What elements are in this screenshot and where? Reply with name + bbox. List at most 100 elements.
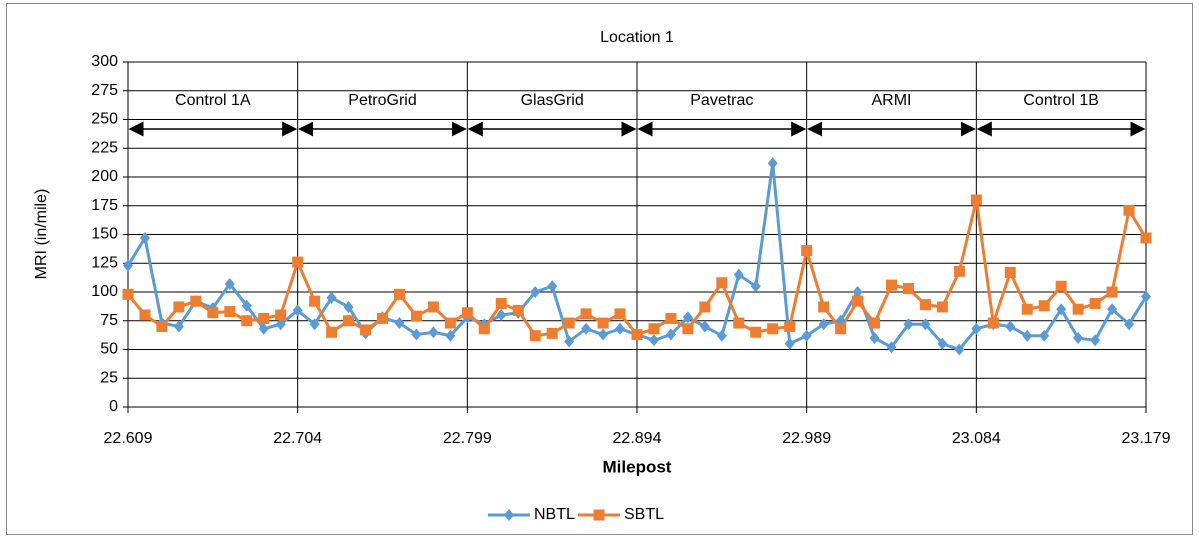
marker	[1123, 204, 1135, 216]
marker	[173, 320, 184, 333]
marker	[699, 301, 711, 313]
section-label: ARMI	[872, 92, 912, 109]
marker	[682, 311, 693, 324]
marker	[224, 277, 235, 290]
marker	[343, 315, 355, 327]
marker	[275, 318, 286, 331]
marker	[936, 301, 948, 313]
section-label: PetroGrid	[348, 92, 416, 109]
marker	[309, 318, 320, 331]
y-tick-label: 175	[91, 197, 118, 214]
marker	[784, 337, 795, 350]
marker	[1107, 303, 1118, 316]
marker	[631, 329, 643, 341]
marker	[292, 304, 303, 317]
marker	[801, 245, 813, 257]
marker	[275, 309, 287, 321]
section-label: Control 1B	[1023, 92, 1099, 109]
marker	[733, 268, 744, 281]
marker	[750, 326, 762, 338]
marker	[1021, 303, 1033, 315]
marker	[139, 309, 151, 321]
marker	[478, 323, 490, 335]
marker	[615, 322, 626, 335]
marker	[648, 334, 659, 347]
y-tick-label: 0	[109, 398, 118, 415]
section-label: Pavetrac	[690, 92, 753, 109]
marker	[1141, 290, 1151, 303]
marker	[987, 317, 999, 329]
marker	[123, 259, 133, 272]
marker	[156, 321, 168, 332]
marker	[546, 327, 558, 339]
marker	[597, 317, 609, 329]
marker	[207, 307, 219, 319]
marker	[547, 280, 558, 293]
marker	[258, 322, 269, 335]
y-tick-label: 225	[91, 139, 118, 156]
legend-label: NBTL	[534, 506, 575, 523]
marker	[767, 323, 779, 335]
marker	[1039, 329, 1050, 342]
marker	[1089, 298, 1101, 309]
x-tick-label: 23.179	[1122, 430, 1171, 447]
marker	[970, 194, 982, 206]
marker	[410, 310, 422, 322]
marker	[581, 322, 592, 335]
marker	[360, 324, 372, 336]
marker	[953, 265, 965, 277]
marker	[512, 304, 524, 316]
marker	[343, 300, 354, 313]
marker	[818, 318, 829, 331]
marker	[869, 332, 880, 344]
marker	[716, 329, 727, 342]
marker	[394, 317, 405, 330]
marker	[139, 231, 150, 244]
marker	[784, 321, 796, 332]
marker	[852, 295, 864, 307]
y-tick-label: 300	[91, 53, 118, 70]
y-tick-label: 75	[100, 312, 118, 329]
section-label: Control 1A	[175, 92, 251, 109]
marker	[920, 318, 931, 331]
marker	[937, 337, 948, 350]
marker	[835, 323, 847, 335]
marker	[173, 301, 185, 313]
y-axis-label: MRI (in/mile)	[33, 189, 50, 280]
marker	[971, 322, 982, 335]
x-axis-label: Milepost	[603, 457, 672, 476]
marker	[1004, 266, 1016, 278]
marker	[241, 299, 252, 312]
marker	[411, 328, 422, 341]
marker	[445, 329, 456, 342]
marker	[1005, 320, 1016, 333]
marker	[869, 317, 881, 329]
y-tick-label: 200	[91, 168, 118, 185]
marker	[818, 301, 830, 313]
marker	[495, 298, 507, 309]
marker	[733, 317, 745, 329]
marker	[1072, 303, 1084, 315]
marker	[224, 306, 236, 318]
marker	[530, 286, 541, 298]
marker	[716, 277, 728, 289]
x-tick-label: 22.704	[273, 430, 322, 447]
x-tick-label: 22.894	[613, 430, 662, 447]
marker	[1038, 300, 1050, 312]
marker	[954, 343, 965, 356]
marker	[767, 157, 778, 170]
y-tick-label: 150	[91, 226, 118, 243]
legend-marker	[593, 509, 605, 521]
marker	[393, 288, 405, 300]
marker	[1056, 303, 1067, 316]
marker	[1124, 318, 1135, 331]
marker	[326, 326, 338, 338]
legend-label: SBTL	[624, 506, 664, 523]
marker	[750, 280, 761, 293]
marker	[1106, 286, 1118, 298]
marker	[564, 335, 575, 348]
marker	[529, 330, 541, 342]
marker	[682, 323, 694, 335]
marker	[326, 291, 337, 304]
